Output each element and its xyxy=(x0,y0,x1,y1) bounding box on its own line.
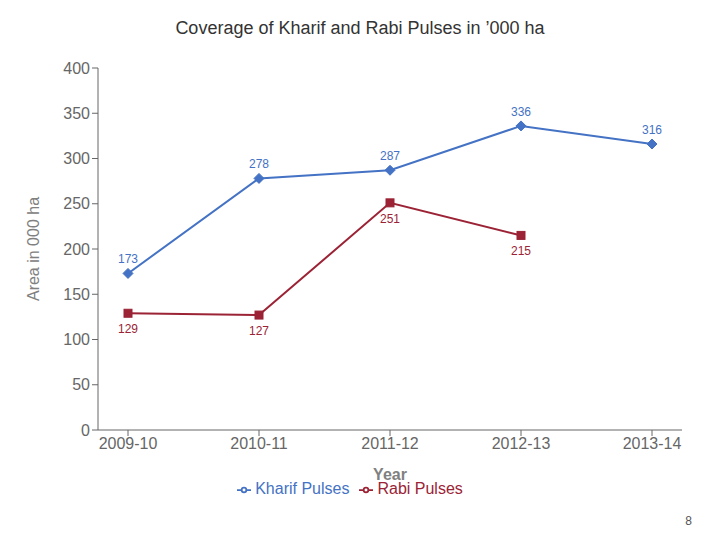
svg-text:200: 200 xyxy=(63,241,90,258)
svg-text:400: 400 xyxy=(63,60,90,77)
svg-text:2013-14: 2013-14 xyxy=(623,435,682,452)
svg-text:129: 129 xyxy=(118,322,138,336)
html-text:Kharif Pulses: Kharif Pulses xyxy=(255,480,350,497)
svg-text:287: 287 xyxy=(380,149,400,163)
svg-text:278: 278 xyxy=(249,157,269,171)
svg-text:2012-13: 2012-13 xyxy=(492,435,551,452)
svg-text:300: 300 xyxy=(63,150,90,167)
svg-text:150: 150 xyxy=(63,286,90,303)
svg-text:0: 0 xyxy=(81,422,90,439)
html-text:8: 8 xyxy=(685,514,692,528)
svg-text:100: 100 xyxy=(63,331,90,348)
svg-text:50: 50 xyxy=(72,376,90,393)
svg-text:Year: Year xyxy=(373,466,407,483)
svg-text:316: 316 xyxy=(642,123,662,137)
svg-text:350: 350 xyxy=(63,105,90,122)
svg-text:2009-10: 2009-10 xyxy=(99,435,158,452)
html-text:Rabi Pulses: Rabi Pulses xyxy=(377,480,463,497)
svg-text:Area in 000 ha: Area in 000 ha xyxy=(25,197,42,301)
svg-text:215: 215 xyxy=(511,244,531,258)
svg-text:336: 336 xyxy=(511,105,531,119)
svg-text:127: 127 xyxy=(249,324,269,338)
html-text:Coverage of Kharif and Rabi Pu: Coverage of Kharif and Rabi Pulses in ’0… xyxy=(175,18,545,38)
svg-text:251: 251 xyxy=(380,212,400,226)
svg-text:2011-12: 2011-12 xyxy=(361,435,419,452)
svg-text:2010-11: 2010-11 xyxy=(230,435,288,452)
svg-text:173: 173 xyxy=(118,252,138,266)
svg-text:250: 250 xyxy=(63,195,90,212)
